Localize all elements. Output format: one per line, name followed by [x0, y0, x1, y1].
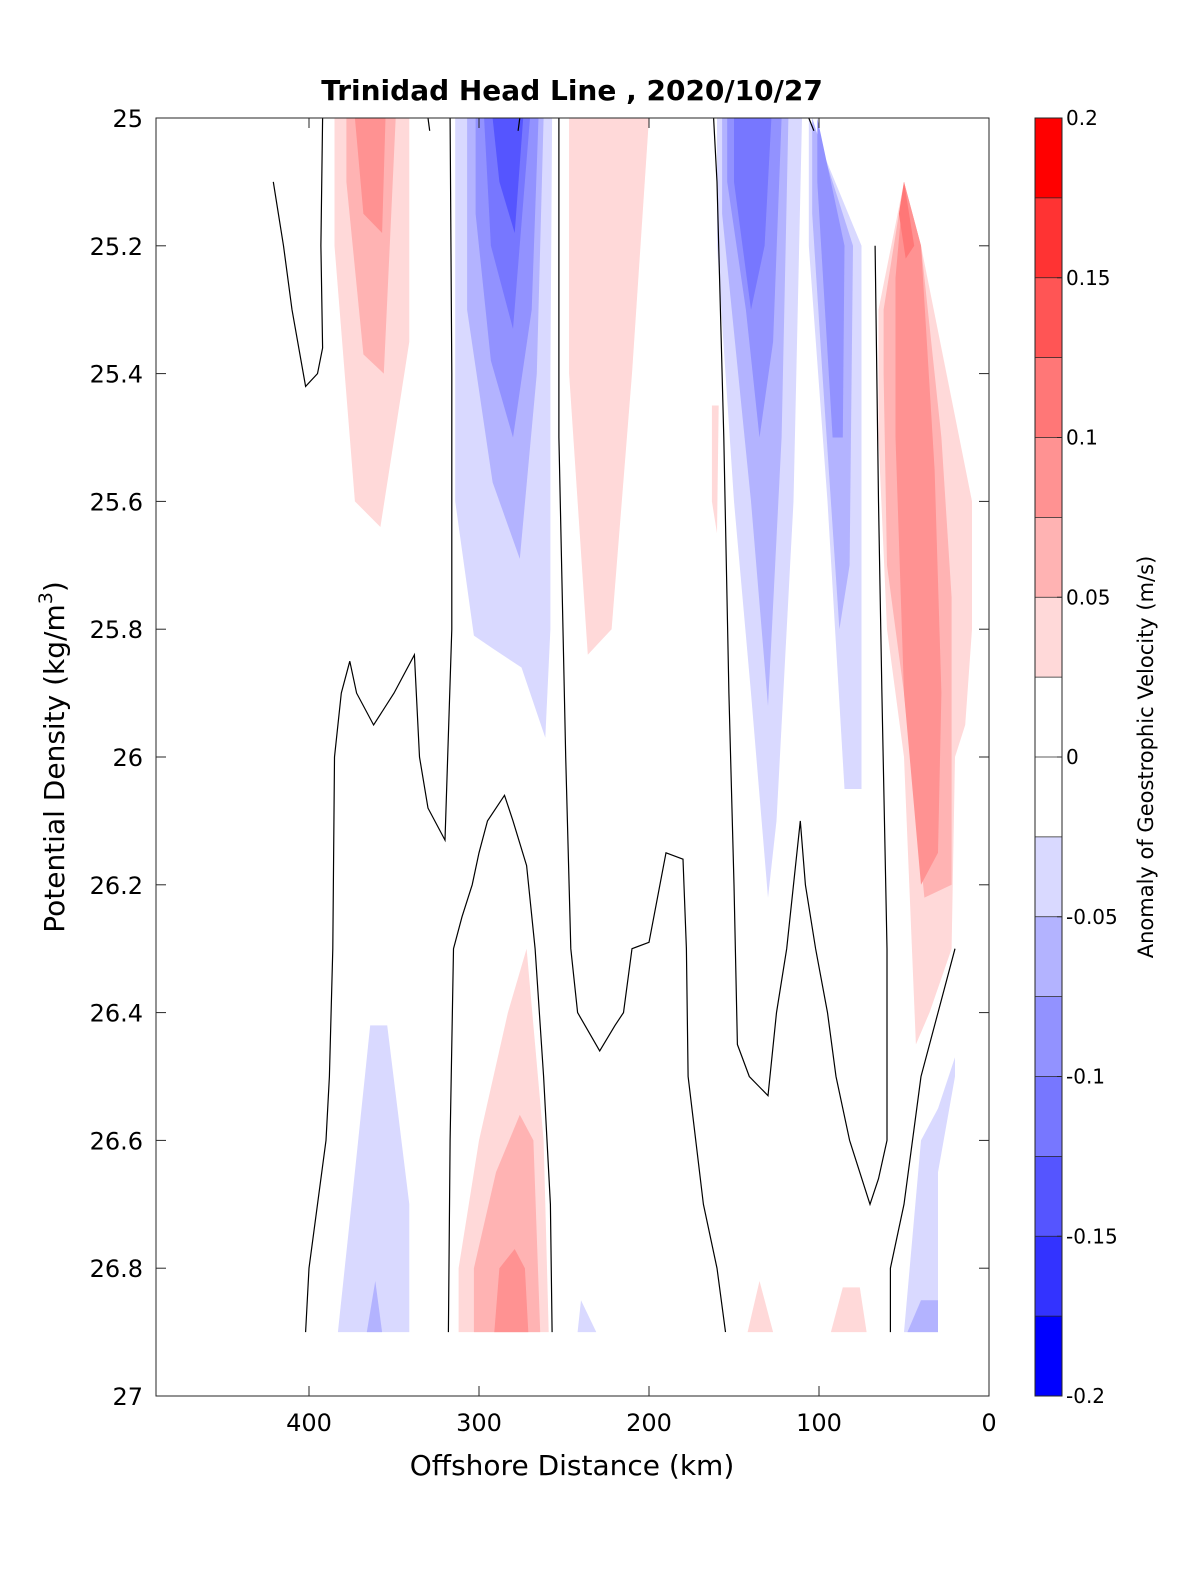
colorbar: 0.2 0.15 0.1 0.05 0 -0.05 -0.1 -0.15 -0.2: [1034, 106, 1118, 1408]
x-tick-label: 0: [981, 1409, 996, 1437]
colorbar-swatch: [1035, 437, 1062, 518]
colorbar-swatch: [1035, 1156, 1062, 1237]
colorbar-tick-label: -0.2: [1066, 1384, 1105, 1408]
y-axis-label-main: Potential Density (kg/m: [38, 604, 71, 933]
zero-contour-2: [447, 793, 553, 1333]
colorbar-tick-label: 0.05: [1066, 585, 1111, 609]
x-tick-labels: 400 300 200 100 0: [286, 1409, 997, 1437]
colorbar-swatch: [1035, 836, 1062, 918]
colorbar-swatch: [1035, 357, 1062, 438]
contour-region-2: [354, 118, 386, 233]
contour-region-13: [734, 118, 772, 310]
zero-contour-4: [713, 117, 888, 1207]
colorbar-swatch: [1035, 517, 1062, 598]
colorbar-tick-label: 0.2: [1066, 106, 1098, 130]
colorbar-swatch: [1035, 277, 1062, 359]
colorbar-tick-label: -0.05: [1066, 905, 1118, 929]
contour-region-7: [492, 118, 524, 233]
x-tick-label: 300: [456, 1409, 502, 1437]
colorbar-swatch: [1035, 597, 1062, 678]
colorbar-swatch: [1035, 677, 1062, 758]
zero-contour-8: [427, 117, 431, 131]
axis-ticks: [156, 117, 990, 1397]
colorbar-swatch: [1035, 1236, 1062, 1317]
y-tick-label: 25.6: [90, 488, 143, 516]
y-tick-label: 26: [112, 744, 143, 772]
y-axis-label-superscript: 3: [35, 592, 57, 604]
zero-contour-6: [808, 117, 815, 132]
colorbar-swatch: [1035, 197, 1062, 279]
colorbar-swatch: [1035, 916, 1062, 998]
zero-contour-7: [517, 117, 521, 131]
colorbar-swatch: [1035, 118, 1062, 199]
y-axis-label-close: ): [38, 581, 71, 592]
zero-contour-0: [272, 117, 324, 388]
colorbar-tick-label: -0.15: [1066, 1224, 1118, 1248]
y-tick-label: 25.2: [90, 233, 143, 261]
zero-contour-lines: [272, 117, 956, 1333]
colorbar-swatch: [1035, 996, 1062, 1077]
contour-region-19: [895, 181, 942, 885]
colorbar-tick-label: 0: [1066, 745, 1079, 769]
contour-region-8: [569, 118, 649, 655]
contour-region-29: [904, 1057, 955, 1333]
y-tick-label: 25.8: [90, 616, 143, 644]
contour-region-20: [898, 181, 915, 259]
contour-region-30: [907, 1300, 938, 1333]
y-axis-label: Potential Density (kg/m3): [35, 581, 71, 933]
colorbar-swatch: [1035, 1076, 1062, 1157]
x-tick-label: 400: [286, 1409, 332, 1437]
colorbar-swatch: [1035, 1316, 1062, 1397]
contour-region-21: [337, 1025, 410, 1333]
x-tick-label: 200: [626, 1409, 672, 1437]
y-tick-label: 26.4: [90, 1000, 143, 1028]
y-tick-label: 26.2: [90, 872, 143, 900]
y-tick-label: 26.6: [90, 1127, 143, 1155]
chart-title: Trinidad Head Line , 2020/10/27: [321, 74, 823, 107]
contour-region-28: [830, 1287, 867, 1333]
contour-region-22: [366, 1281, 383, 1333]
colorbar-swatch: [1035, 757, 1062, 838]
zero-contour-5: [889, 948, 956, 1333]
plot-area: [334, 118, 972, 1333]
zero-contour-3: [558, 118, 727, 1333]
y-tick-label: 26.8: [90, 1255, 143, 1283]
y-tick-labels: 25 25.2 25.4 25.6 25.8 26 26.2 26.4 26.6 26.8 27: [90, 105, 143, 1411]
contour-region-25: [494, 1249, 529, 1333]
x-axis-label: Offshore Distance (km): [410, 1449, 735, 1482]
contour-region-9: [711, 405, 719, 534]
colorbar-tick-label: 0.1: [1066, 426, 1098, 450]
zero-contour-1: [305, 117, 453, 1333]
colorbar-tick-label: 0.15: [1066, 266, 1111, 290]
y-tick-label: 25: [112, 105, 143, 133]
colorbar-label: Anomaly of Geostrophic Velocity (m/s): [1134, 556, 1158, 959]
contour-region-16: [817, 118, 845, 438]
contour-region-26: [577, 1300, 597, 1333]
y-tick-label: 27: [112, 1383, 143, 1411]
colorbar-tick-label: -0.1: [1066, 1065, 1105, 1089]
contour-region-27: [747, 1281, 774, 1333]
y-tick-label: 25.4: [90, 361, 143, 389]
x-tick-label: 100: [796, 1409, 842, 1437]
